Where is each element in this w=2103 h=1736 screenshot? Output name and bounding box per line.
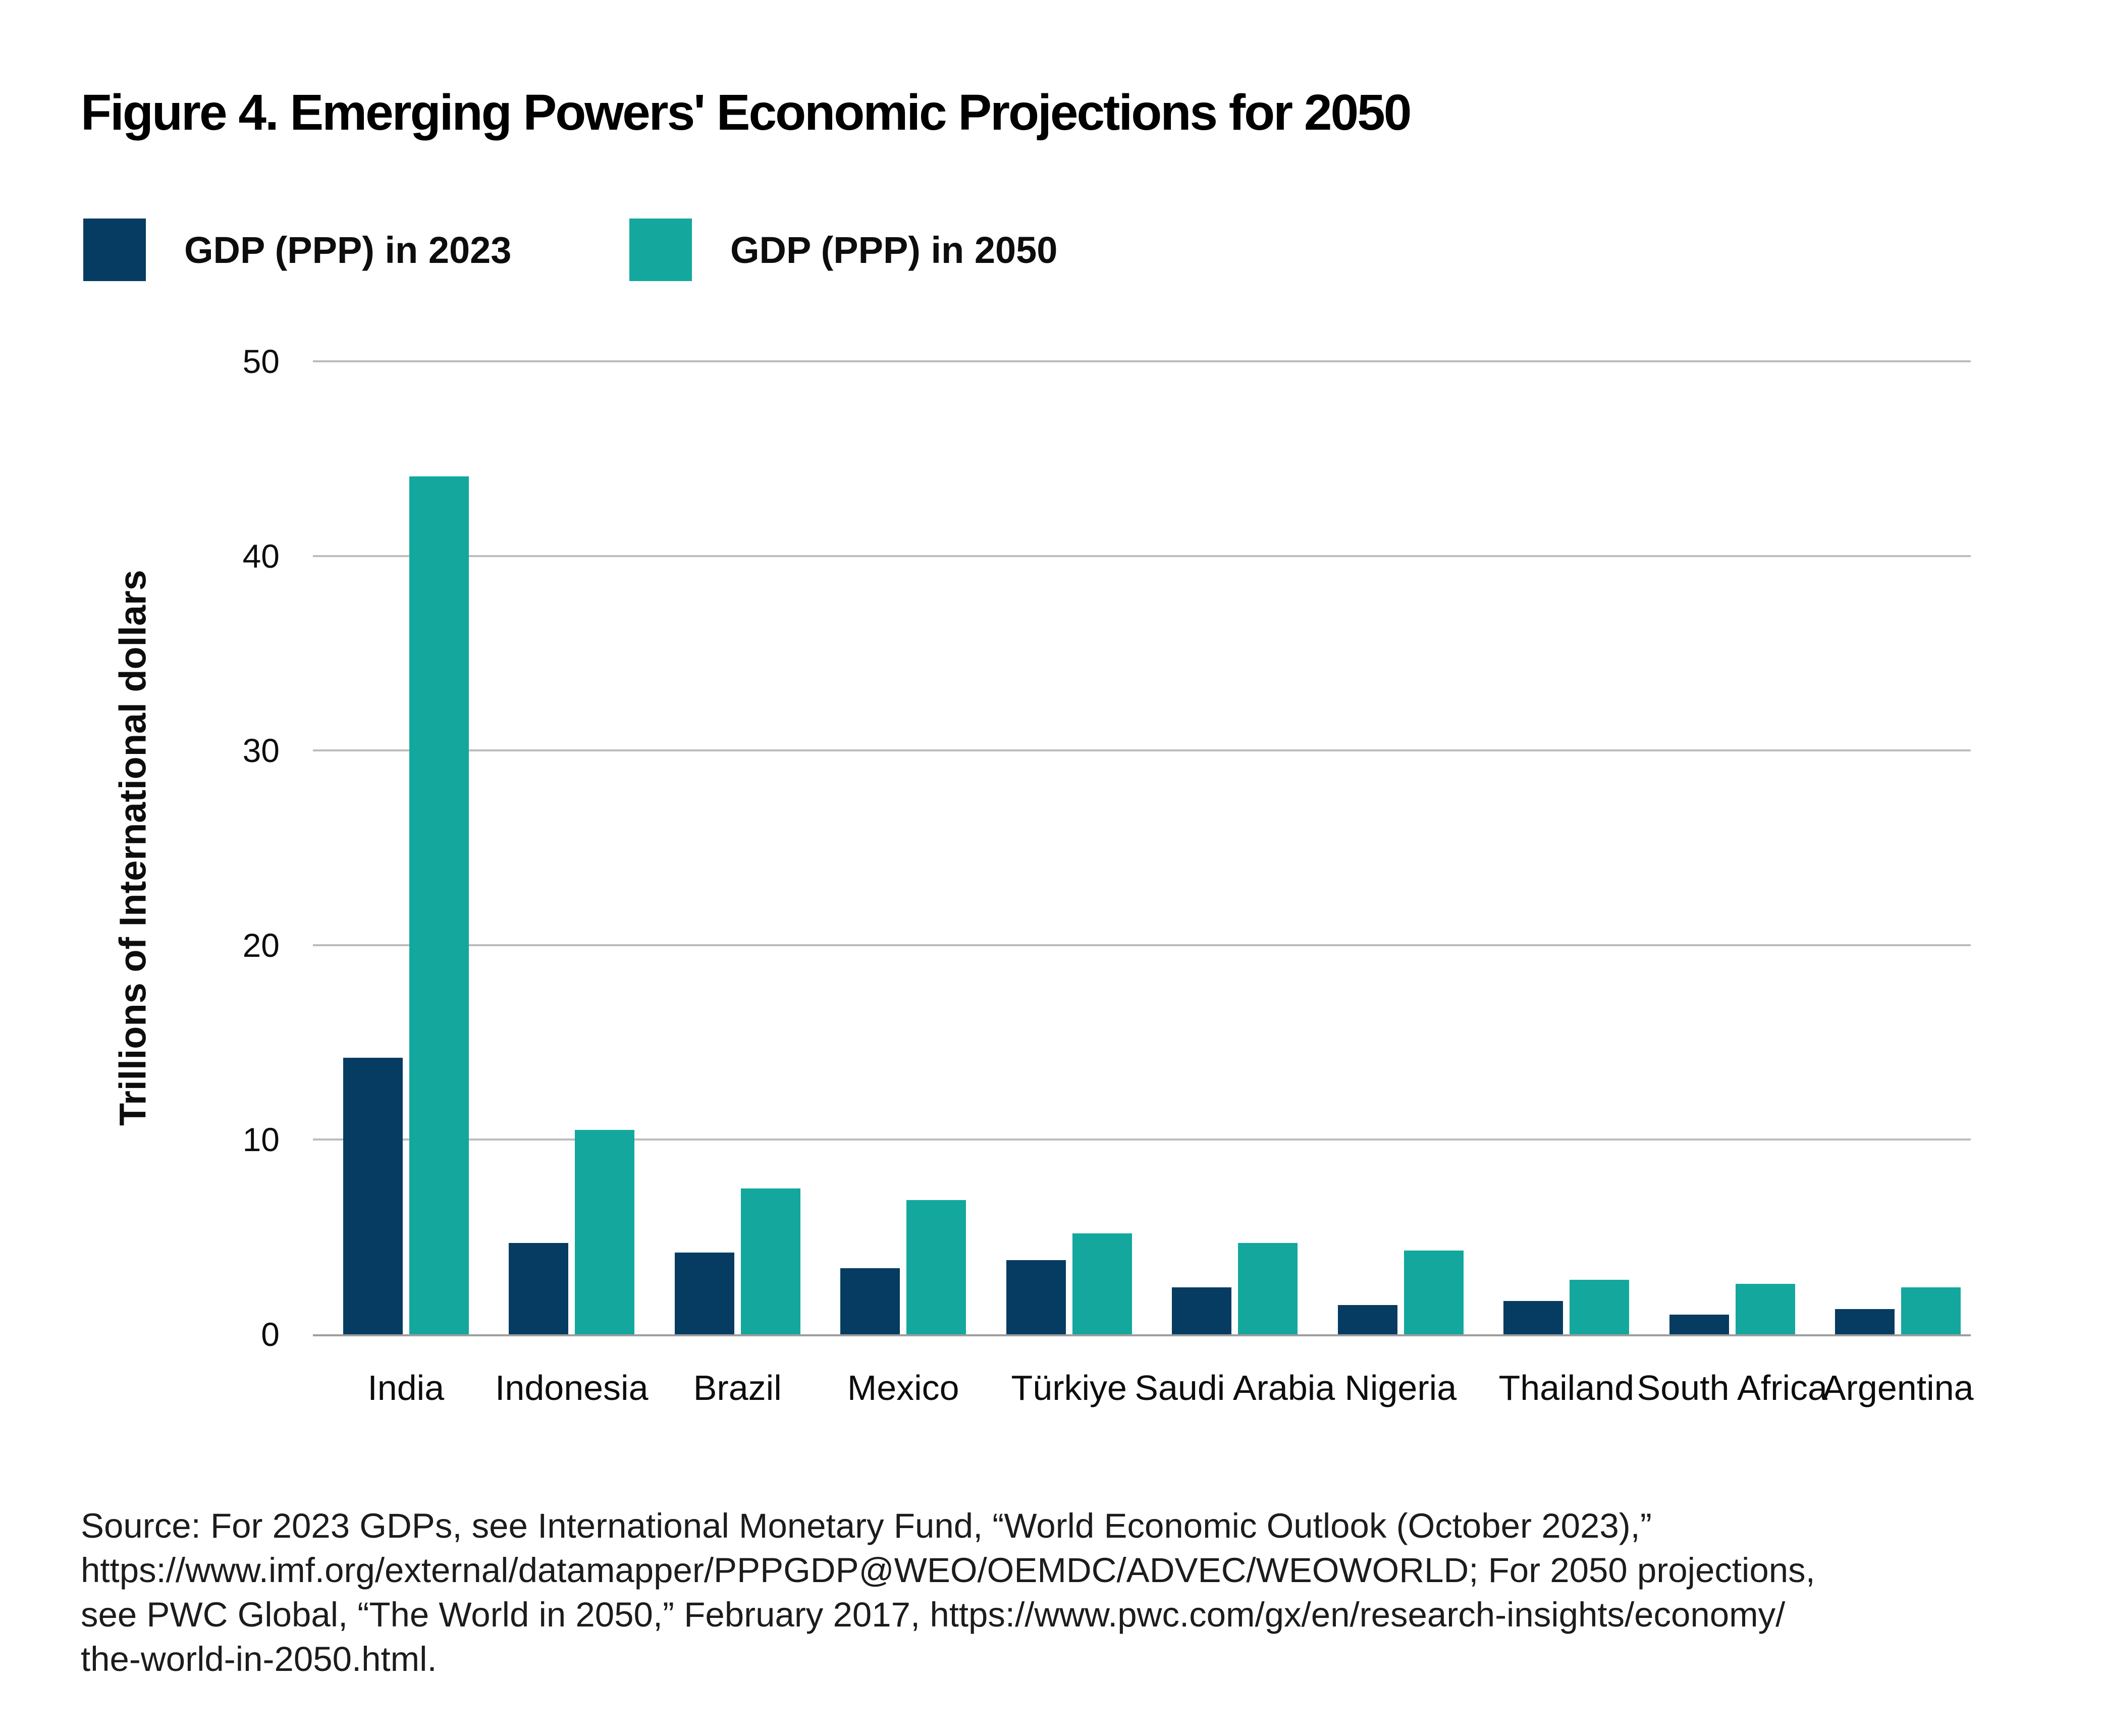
x-axis-label-brazil: Brazil — [693, 1368, 782, 1407]
bar-groups: India Indonesia Brazil Mexico Türkiye Saudi A… — [323, 361, 1981, 1407]
bar-group-mexico: Mexico — [821, 361, 987, 1407]
x-axis-label-türkiye: Türkiye — [1011, 1368, 1127, 1407]
bar-2050-türkiye — [1072, 1233, 1132, 1334]
gridline-10 — [313, 1138, 1971, 1141]
bar-2023-indonesia — [509, 1242, 569, 1334]
gridline-50 — [313, 360, 1971, 362]
y-tick-label-40: 40 — [242, 537, 280, 575]
legend-label-2050: GDP (PPP) in 2050 — [730, 229, 1058, 271]
legend-item-2023: GDP (PPP) in 2023 — [83, 219, 511, 281]
bar-group-nigeria: Nigeria — [1318, 361, 1484, 1407]
y-tick-label-20: 20 — [242, 926, 280, 964]
bar-group-indonesia: Indonesia — [489, 361, 655, 1407]
bar-2050-saudi-arabia — [1238, 1242, 1298, 1334]
legend-swatch-2050 — [629, 219, 692, 281]
bar-group-south-africa: South Africa — [1637, 361, 1827, 1407]
bar-2050-mexico — [906, 1200, 966, 1334]
bar-2023-saudi-arabia — [1172, 1287, 1232, 1334]
gridline-20 — [313, 944, 1971, 946]
bar-group-brazil: Brazil — [655, 361, 821, 1407]
x-axis-label-thailand: Thailand — [1498, 1368, 1635, 1407]
bar-group-saudi-arabia: Saudi Arabia — [1135, 361, 1335, 1407]
y-tick-label-10: 10 — [242, 1121, 280, 1159]
gridline-40 — [313, 555, 1971, 557]
gridline-30 — [313, 749, 1971, 752]
y-axis-title: Trillions of International dollars — [112, 570, 154, 1126]
bar-2023-brazil — [674, 1253, 734, 1334]
bar-2050-argentina — [1901, 1287, 1961, 1334]
bar-2050-india — [409, 476, 469, 1334]
legend-item-2050: GDP (PPP) in 2050 — [629, 219, 1057, 281]
bar-2023-india — [343, 1058, 403, 1334]
x-axis-label-south-africa: South Africa — [1637, 1368, 1827, 1407]
x-axis-label-mexico: Mexico — [847, 1368, 959, 1407]
bar-2023-nigeria — [1337, 1305, 1397, 1334]
legend-swatch-2023 — [83, 219, 146, 281]
bar-group-thailand: Thailand — [1484, 361, 1650, 1407]
bar-2023-türkiye — [1006, 1260, 1066, 1334]
x-axis-label-nigeria: Nigeria — [1344, 1368, 1457, 1407]
bar-2023-thailand — [1503, 1301, 1563, 1334]
y-tick-label-0: 0 — [261, 1316, 280, 1353]
bar-2023-mexico — [840, 1268, 900, 1334]
bar-2050-thailand — [1570, 1280, 1630, 1334]
y-tick-label-30: 30 — [242, 732, 280, 770]
bar-2050-brazil — [740, 1188, 800, 1334]
x-axis-label-saudi-arabia: Saudi Arabia — [1135, 1368, 1335, 1407]
bar-group-argentina: Argentina — [1815, 361, 1981, 1407]
bar-group-türkiye: Türkiye — [986, 361, 1152, 1407]
x-axis-label-india: India — [367, 1368, 445, 1407]
bar-2050-nigeria — [1404, 1251, 1464, 1334]
bar-2050-south-africa — [1735, 1283, 1795, 1334]
plot-area: 0 10 20 30 40 50 India Indonesia Brazil Mexico Tü… — [243, 343, 1974, 1407]
y-tick-label-50: 50 — [242, 343, 280, 380]
legend-label-2023: GDP (PPP) in 2023 — [184, 229, 512, 271]
source-note: Source: For 2023 GDPs, see International… — [81, 1506, 1815, 1678]
bar-2050-indonesia — [575, 1130, 635, 1334]
bar-2023-south-africa — [1669, 1315, 1729, 1334]
bar-2023-argentina — [1835, 1309, 1895, 1334]
bar-group-india: India — [323, 361, 489, 1407]
x-axis-label-indonesia: Indonesia — [495, 1368, 649, 1407]
figure-title: Figure 4. Emerging Powers' Economic Proj… — [81, 84, 1412, 141]
x-axis-label-argentina: Argentina — [1822, 1368, 1974, 1407]
